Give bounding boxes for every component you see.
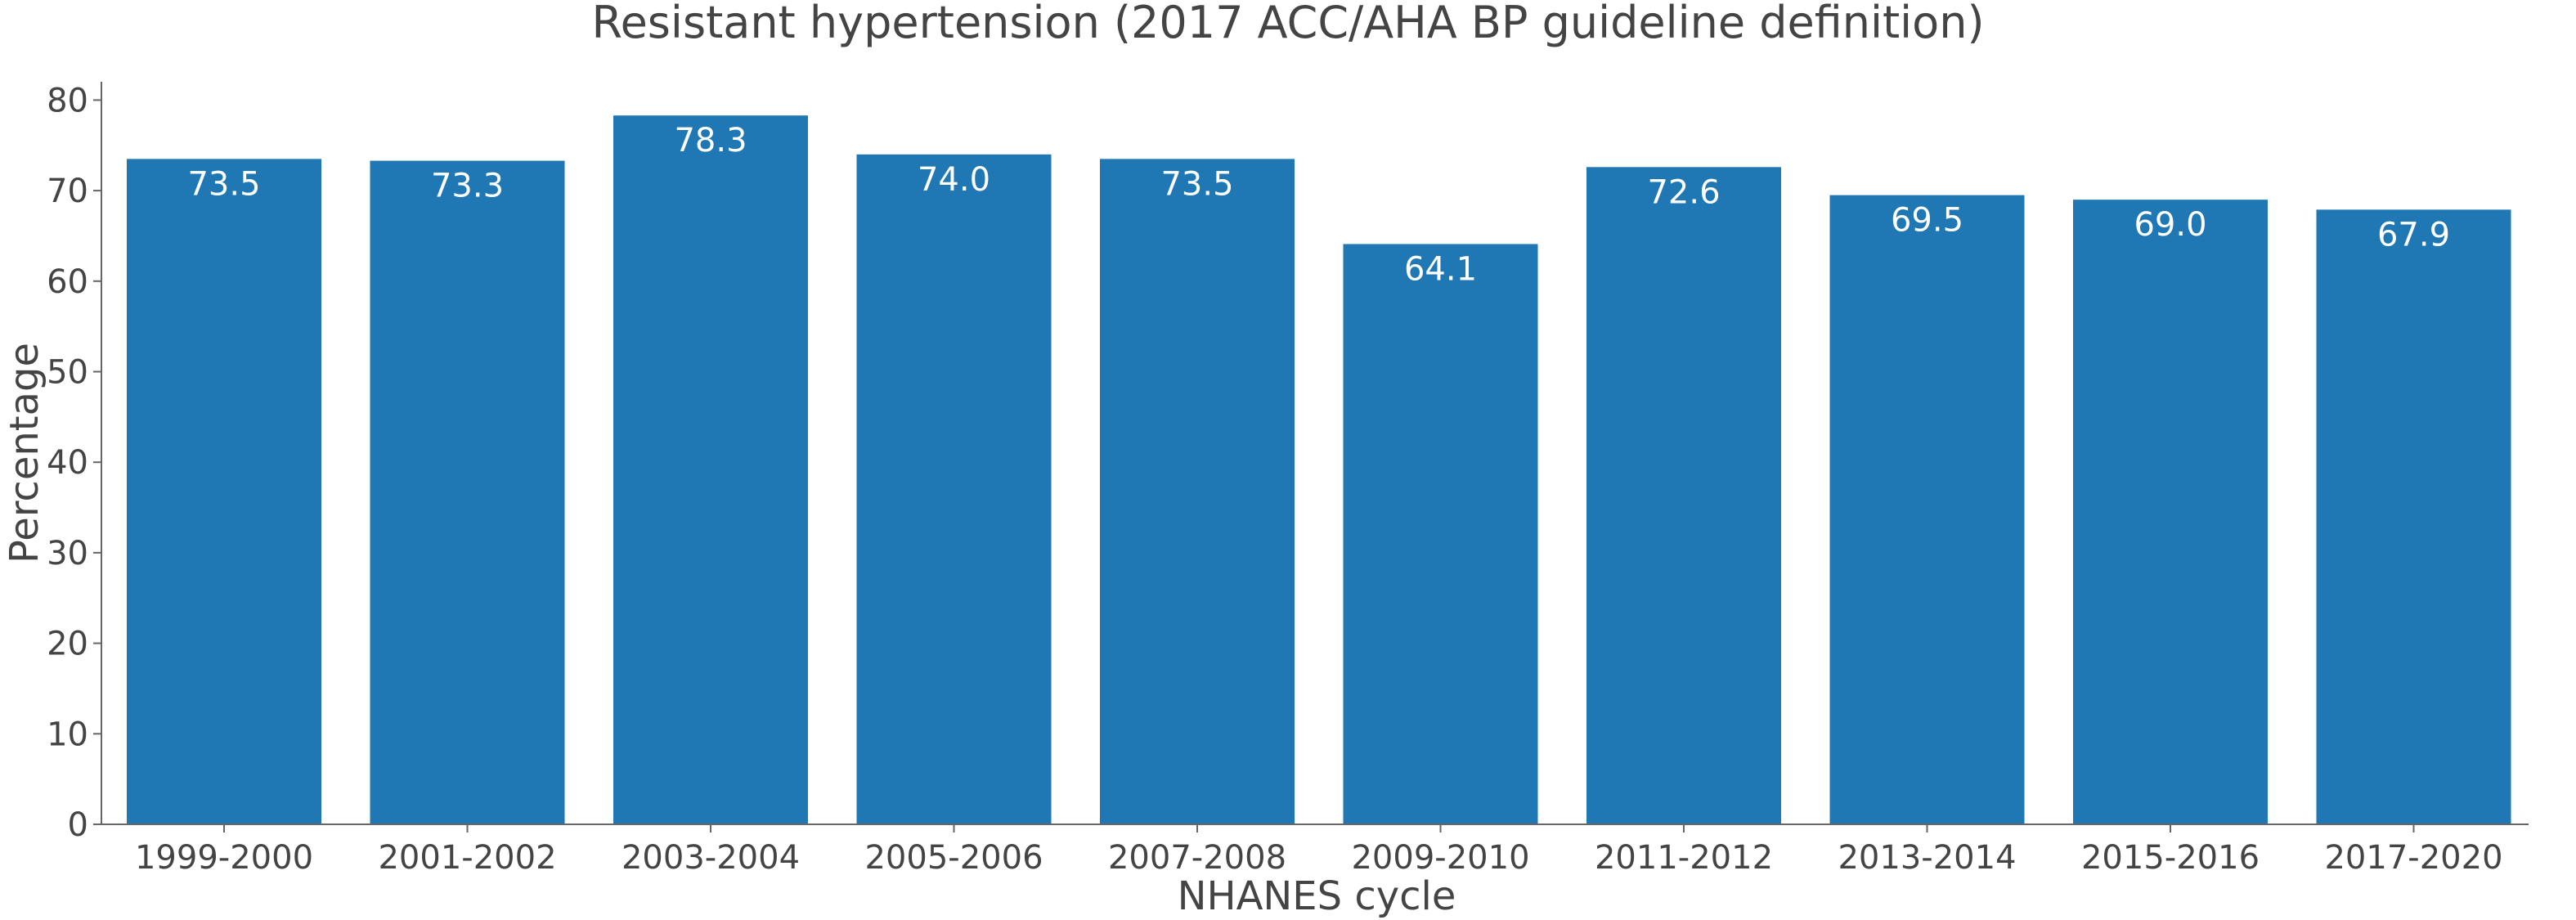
x-tick-label: 2009-2010 <box>1351 839 1529 877</box>
x-axis-title: NHANES cycle <box>1178 873 1456 919</box>
x-tick-label: 2005-2006 <box>864 839 1043 877</box>
bar <box>2073 200 2268 825</box>
bar <box>2316 209 2511 824</box>
bar <box>1586 167 1781 824</box>
chart-title: Resistant hypertension (2017 ACC/AHA BP … <box>591 0 1984 48</box>
x-tick-label: 2003-2004 <box>622 839 800 877</box>
bar-value-label: 67.9 <box>2377 216 2450 254</box>
y-tick-label: 80 <box>47 82 88 119</box>
bar <box>1100 159 1295 825</box>
bar-value-label: 78.3 <box>674 122 747 159</box>
bar-value-label: 69.0 <box>2134 206 2206 244</box>
bar-value-label: 73.5 <box>187 165 260 203</box>
y-tick-label: 50 <box>47 354 88 392</box>
x-tick-label: 2015-2016 <box>2081 839 2260 877</box>
x-tick-label: 1999-2000 <box>135 839 313 877</box>
bar-value-label: 73.3 <box>431 168 504 205</box>
bar <box>1343 244 1538 825</box>
bar-value-label: 72.6 <box>1647 173 1720 211</box>
y-tick-label: 40 <box>47 444 88 482</box>
bar <box>613 115 808 824</box>
x-tick-label: 2011-2012 <box>1595 839 1773 877</box>
bar <box>856 154 1052 824</box>
bar-value-label: 73.5 <box>1160 165 1233 203</box>
bar <box>1829 195 2025 824</box>
x-tick-label: 2017-2020 <box>2324 839 2502 877</box>
x-tick-label: 2001-2002 <box>378 839 556 877</box>
bar <box>127 159 321 825</box>
bar-value-label: 74.0 <box>918 161 990 199</box>
y-tick-label: 0 <box>68 806 88 844</box>
y-tick-label: 70 <box>47 173 88 210</box>
x-tick-label: 2013-2014 <box>1838 839 2016 877</box>
y-tick-label: 20 <box>47 626 88 663</box>
plot-area: 0 10 20 30 40 50 60 70 80 73.5 1999-2000 73.3 2001-2… <box>47 82 2511 877</box>
y-tick-label: 30 <box>47 535 88 572</box>
bar-value-label: 64.1 <box>1404 250 1477 288</box>
y-tick-label: 10 <box>47 716 88 753</box>
y-tick-label: 60 <box>47 263 88 301</box>
x-tick-label: 2007-2008 <box>1108 839 1286 877</box>
bar-value-label: 69.5 <box>1891 202 1963 240</box>
y-axis-title: Percentage <box>2 343 47 563</box>
bar <box>370 160 565 825</box>
